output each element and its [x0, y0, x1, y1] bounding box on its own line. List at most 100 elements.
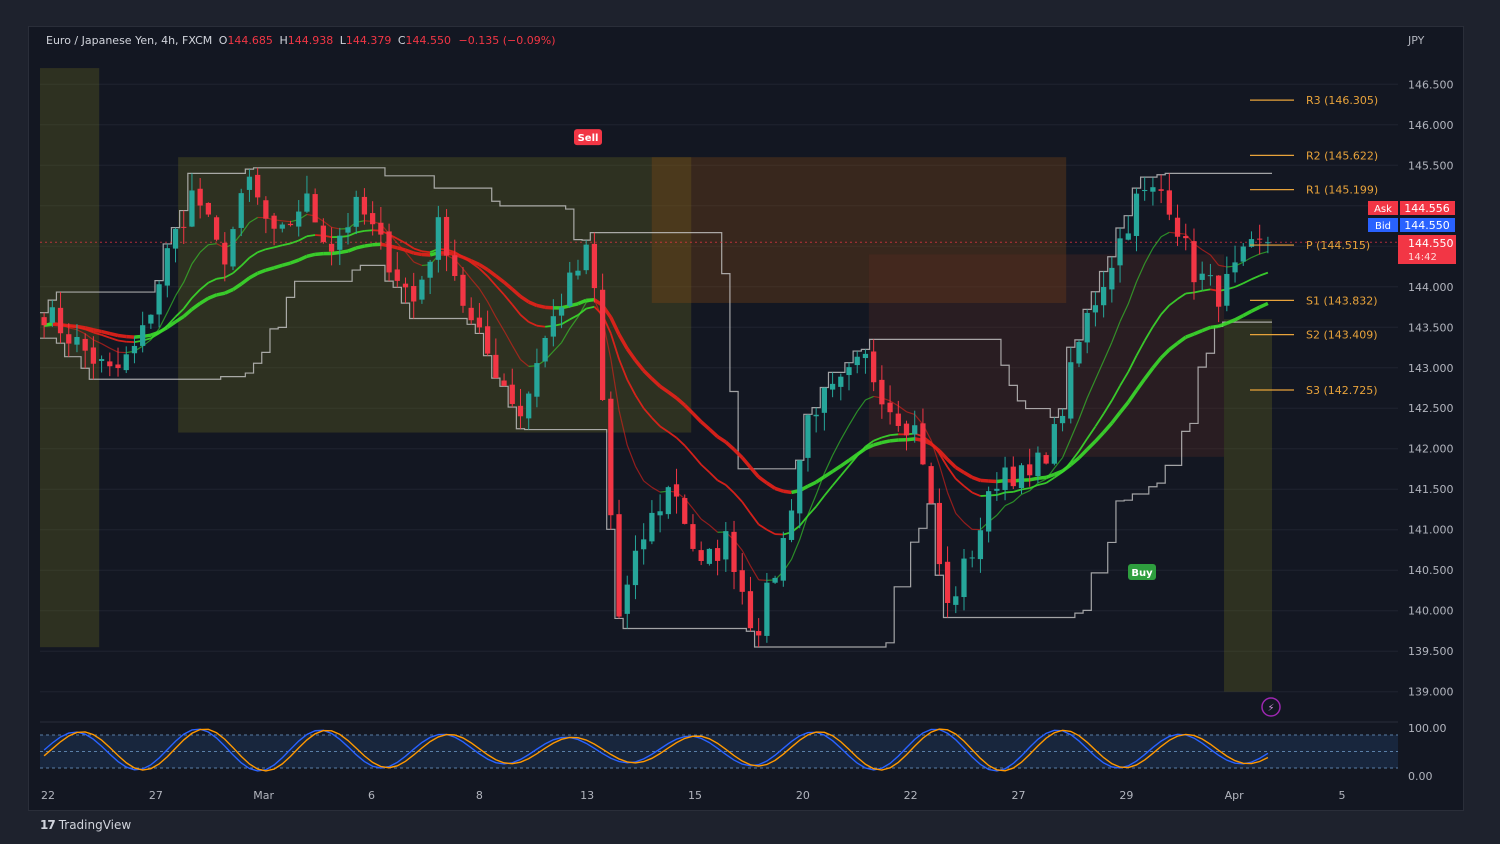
ma-segment — [1119, 303, 1129, 322]
ma-segment — [248, 251, 259, 259]
ma-segment — [708, 427, 719, 438]
candle-body — [583, 244, 589, 271]
ma-segment — [101, 329, 111, 336]
ma-segment — [881, 439, 891, 445]
ma-segment — [1135, 263, 1146, 283]
ma-segment — [955, 478, 965, 487]
candle-body — [419, 279, 425, 300]
ma-segment — [290, 239, 300, 245]
currency-label: JPY — [1407, 34, 1425, 47]
ma-segment — [356, 230, 365, 234]
ma-segment — [733, 492, 743, 503]
ma-segment — [569, 316, 579, 329]
ma-segment — [478, 288, 489, 303]
ma-segment — [840, 424, 850, 440]
ma-segment — [651, 486, 661, 493]
ma-segment — [183, 263, 193, 283]
ma-segment — [659, 384, 670, 394]
ma-segment — [569, 314, 579, 321]
ma-segment — [421, 250, 431, 254]
candle-body — [74, 336, 80, 345]
candle-body — [1248, 239, 1255, 247]
ma-segment — [954, 465, 965, 475]
candle-body — [337, 235, 343, 250]
candle-body — [140, 325, 146, 346]
candle-body — [345, 227, 351, 233]
candle-body — [460, 274, 466, 306]
channel-upper-line — [40, 167, 1272, 470]
ma-segment — [577, 298, 587, 306]
ma-segment — [1077, 448, 1089, 460]
ma-segment — [240, 222, 250, 235]
tradingview-logo[interactable]: 17 TradingView — [40, 818, 131, 832]
ma-segment — [675, 437, 686, 447]
ma-segment — [692, 454, 702, 466]
pivot-label: R3 (146.305) — [1306, 94, 1378, 107]
ma-segment — [1168, 298, 1179, 306]
candle-body — [895, 413, 901, 426]
candle-body — [476, 317, 483, 328]
stoch-k-line — [43, 728, 1269, 772]
candle-body — [665, 487, 671, 515]
buy-label: Buy — [1131, 568, 1153, 579]
ma-segment — [1078, 397, 1088, 420]
ma-segment — [651, 417, 661, 427]
pivot-label: S2 (143.409) — [1306, 329, 1378, 342]
candle-body — [1215, 275, 1222, 307]
ma-segment — [1078, 438, 1088, 452]
candle-body — [632, 550, 639, 586]
ma-segment — [740, 456, 752, 469]
ma-segment — [700, 518, 710, 526]
pivot-label: R1 (145.199) — [1306, 184, 1378, 197]
candle-body — [920, 423, 926, 465]
candle-body — [682, 498, 688, 524]
ma-segment — [257, 248, 267, 254]
ma-segment — [586, 297, 595, 303]
ma-segment — [683, 403, 695, 415]
ma-segment — [502, 280, 514, 291]
candle-body — [887, 402, 893, 413]
ma-segment — [306, 234, 316, 238]
candle-body — [131, 345, 138, 354]
ma-segment — [1209, 254, 1220, 266]
ma-segment — [470, 278, 480, 290]
candle-body — [1224, 273, 1230, 306]
ma-segment — [511, 345, 521, 360]
ma-segment — [815, 475, 826, 484]
osc-tick-label: 0.00 — [1408, 770, 1433, 783]
ma-segment — [774, 486, 784, 493]
ma-segment — [996, 505, 1006, 516]
ma-segment — [1021, 490, 1030, 496]
ma-segment — [1250, 305, 1261, 313]
candle-body — [944, 561, 951, 604]
candle-body — [1002, 467, 1008, 490]
y-tick-label: 141.500 — [1408, 483, 1454, 496]
ma-segment — [938, 464, 949, 493]
ma-segment — [1176, 335, 1187, 345]
y-tick-label: 140.500 — [1408, 564, 1454, 577]
ma-segment — [331, 226, 340, 230]
ma-segment — [1037, 482, 1047, 486]
candle-body — [370, 213, 376, 225]
ma-segment — [1259, 251, 1269, 255]
ma-segment — [889, 400, 899, 407]
ma-segment — [282, 242, 291, 247]
ma-segment — [832, 439, 842, 456]
ma-segment — [404, 248, 415, 255]
ma-segment — [1152, 313, 1162, 328]
candle-body — [1125, 233, 1131, 240]
alert-glyph: ⚡ — [1267, 703, 1274, 714]
candle-body — [953, 596, 959, 605]
ma-segment — [224, 272, 234, 279]
ma-segment — [1168, 341, 1179, 352]
candle-body — [1232, 262, 1238, 273]
candle-body — [969, 557, 975, 559]
candle-body — [797, 460, 803, 514]
trend-zone — [178, 157, 692, 433]
candle-body — [961, 558, 967, 598]
ma-segment — [536, 324, 546, 328]
ma-segment — [1094, 431, 1105, 443]
candle-body — [172, 228, 179, 249]
y-tick-label: 142.000 — [1408, 443, 1454, 456]
